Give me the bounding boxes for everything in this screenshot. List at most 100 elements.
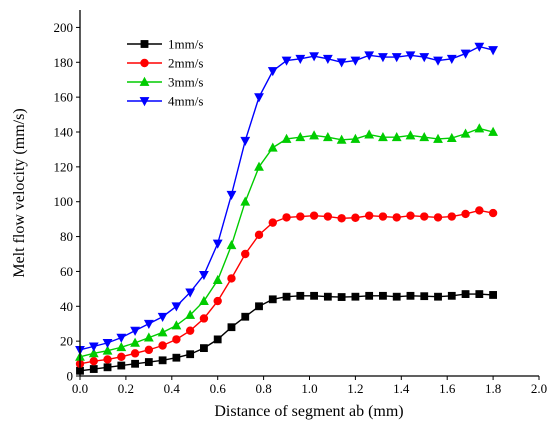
data-point <box>199 314 209 323</box>
plot-area <box>75 42 499 375</box>
data-point <box>158 356 167 365</box>
data-point <box>323 292 332 301</box>
y-tick-label: 80 <box>60 229 73 244</box>
data-point <box>336 134 347 144</box>
data-point <box>255 302 263 311</box>
data-point <box>185 309 196 319</box>
data-point <box>350 133 361 143</box>
data-point <box>392 213 401 222</box>
y-tick-label: 180 <box>54 55 74 70</box>
data-point <box>489 291 497 299</box>
data-point <box>172 353 181 362</box>
legend-label: 1mm/s <box>168 37 203 52</box>
y-tick-label: 140 <box>54 125 74 140</box>
data-point <box>117 352 126 362</box>
data-point <box>365 291 374 300</box>
data-point <box>226 190 237 200</box>
data-point <box>474 42 485 52</box>
data-point <box>131 359 139 368</box>
data-point <box>227 274 236 283</box>
data-point <box>378 53 388 63</box>
data-point <box>185 326 195 335</box>
x-tick-label: 0.2 <box>118 381 134 396</box>
data-point <box>446 132 457 142</box>
data-point <box>116 342 127 352</box>
y-tick-label: 60 <box>60 264 73 279</box>
y-axis-title: Melt flow velocity (mm/s) <box>11 108 28 277</box>
data-point <box>267 67 278 77</box>
x-tick-label: 0.8 <box>255 381 271 396</box>
data-point <box>475 290 484 298</box>
x-tick-label: 1.8 <box>485 381 501 396</box>
series-line <box>79 293 494 372</box>
y-tick-label: 200 <box>54 20 74 35</box>
data-point <box>267 142 278 152</box>
data-point <box>254 93 264 103</box>
legend-marker <box>139 76 150 86</box>
series-line <box>79 127 494 358</box>
data-point <box>199 295 209 305</box>
legend: 1mm/s 2mm/s 3mm/s 4mm/s <box>127 37 203 109</box>
data-point <box>309 130 319 140</box>
series-line <box>79 45 494 351</box>
data-point <box>474 123 485 133</box>
data-point <box>351 213 360 222</box>
data-point <box>88 342 99 352</box>
legend-item: 4mm/s <box>127 94 203 109</box>
data-point <box>88 348 99 358</box>
y-tick-label: 0 <box>67 369 74 384</box>
data-point <box>461 209 470 219</box>
data-point <box>143 332 154 342</box>
y-tick-label: 100 <box>54 194 74 209</box>
data-point <box>296 212 305 221</box>
data-point <box>268 295 277 304</box>
x-tick-label: 1.4 <box>393 381 410 396</box>
data-point <box>405 130 416 140</box>
data-point <box>282 292 291 301</box>
data-point <box>447 291 456 300</box>
data-point <box>488 208 498 218</box>
data-point <box>460 128 471 138</box>
x-tick-label: 0.0 <box>72 381 88 396</box>
data-point <box>143 319 154 329</box>
series-1mm/s <box>76 290 497 375</box>
data-point <box>240 196 251 206</box>
data-point <box>488 126 499 136</box>
data-point <box>130 349 140 358</box>
data-point <box>103 363 112 372</box>
data-point <box>226 240 237 250</box>
data-point <box>254 230 264 240</box>
data-point <box>405 51 416 61</box>
legend-marker <box>139 97 150 107</box>
legend-item: 2mm/s <box>127 56 203 71</box>
data-point <box>378 212 388 221</box>
data-point <box>420 292 429 301</box>
legend-label: 4mm/s <box>168 94 203 109</box>
data-point <box>379 291 387 300</box>
data-point <box>309 211 319 220</box>
data-point <box>117 361 126 370</box>
data-point <box>295 54 306 65</box>
data-point <box>241 249 250 259</box>
data-point <box>172 335 181 344</box>
data-point <box>350 56 361 66</box>
data-point <box>296 291 305 300</box>
data-point <box>337 214 346 223</box>
legend-label: 2mm/s <box>168 56 203 71</box>
data-point <box>199 271 209 281</box>
ticks: 0.0 0.2 0.4 0.6 0.8 1.0 1.2 1.4 1.6 1.8 2.0 0 20 40 60… <box>54 20 548 396</box>
data-point <box>392 292 401 301</box>
data-point <box>144 358 153 366</box>
legend-label: 3mm/s <box>168 75 203 90</box>
data-point <box>322 54 333 65</box>
data-point <box>434 292 442 301</box>
y-tick-label: 160 <box>54 90 74 105</box>
series-2mm/s <box>75 206 498 368</box>
legend-item: 3mm/s <box>127 75 203 90</box>
data-point <box>364 211 374 220</box>
legend-item: 1mm/s <box>127 37 203 52</box>
y-tick-label: 120 <box>54 159 74 174</box>
x-axis-title: Distance of segment ab (mm) <box>214 403 403 420</box>
data-point <box>419 53 430 63</box>
